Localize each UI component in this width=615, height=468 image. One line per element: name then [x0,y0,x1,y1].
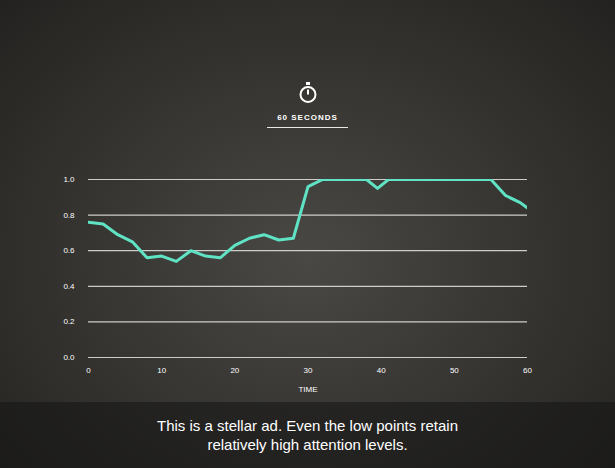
svg-text:0.6: 0.6 [63,246,75,255]
svg-text:40: 40 [377,366,386,375]
svg-text:20: 20 [230,366,239,375]
svg-text:0.0: 0.0 [63,353,75,362]
html-text:This is a stellar ad. Even the: This is a stellar ad. Even the low point… [157,417,458,453]
svg-text:60: 60 [523,366,532,375]
svg-text:1.0: 1.0 [63,175,75,184]
svg-text:50: 50 [450,366,459,375]
svg-text:0: 0 [86,366,91,375]
svg-text:10: 10 [157,366,166,375]
html-text:60 SECONDS: 60 SECONDS [277,113,338,122]
svg-text:0.4: 0.4 [63,282,75,291]
svg-text:30: 30 [304,366,313,375]
svg-text:TIME: TIME [298,385,317,394]
svg-text:0.8: 0.8 [63,211,75,220]
svg-text:0.2: 0.2 [63,317,75,326]
